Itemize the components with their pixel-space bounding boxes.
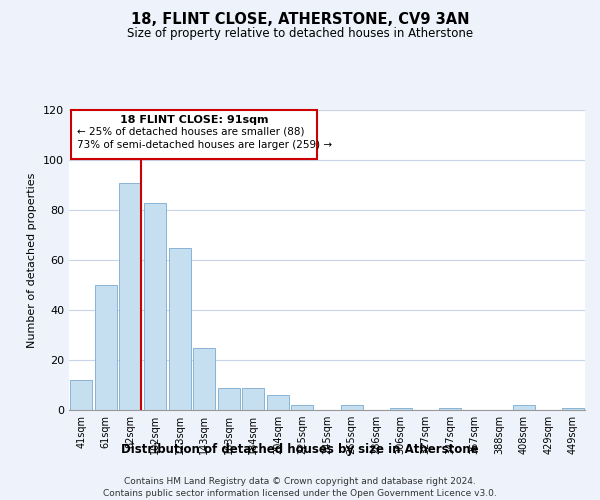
Text: Contains HM Land Registry data © Crown copyright and database right 2024.: Contains HM Land Registry data © Crown c… (124, 478, 476, 486)
Text: Distribution of detached houses by size in Atherstone: Distribution of detached houses by size … (121, 442, 479, 456)
Text: 18, FLINT CLOSE, ATHERSTONE, CV9 3AN: 18, FLINT CLOSE, ATHERSTONE, CV9 3AN (131, 12, 469, 28)
Text: ← 25% of detached houses are smaller (88): ← 25% of detached houses are smaller (88… (77, 126, 304, 136)
Bar (95, 285, 117, 410)
Bar (292, 405, 313, 410)
Bar (169, 248, 191, 410)
Bar (267, 395, 289, 410)
Text: 73% of semi-detached houses are larger (259) →: 73% of semi-detached houses are larger (… (77, 140, 332, 150)
Bar (193, 348, 215, 410)
Bar (389, 408, 412, 410)
Bar (218, 388, 240, 410)
FancyBboxPatch shape (71, 110, 317, 159)
Bar (144, 202, 166, 410)
Bar (439, 408, 461, 410)
Bar (119, 182, 142, 410)
Y-axis label: Number of detached properties: Number of detached properties (28, 172, 37, 348)
Bar (242, 388, 265, 410)
Text: 18 FLINT CLOSE: 91sqm: 18 FLINT CLOSE: 91sqm (120, 115, 269, 125)
Bar (562, 408, 584, 410)
Text: Contains public sector information licensed under the Open Government Licence v3: Contains public sector information licen… (103, 489, 497, 498)
Text: Size of property relative to detached houses in Atherstone: Size of property relative to detached ho… (127, 28, 473, 40)
Bar (341, 405, 362, 410)
Bar (70, 380, 92, 410)
Bar (512, 405, 535, 410)
